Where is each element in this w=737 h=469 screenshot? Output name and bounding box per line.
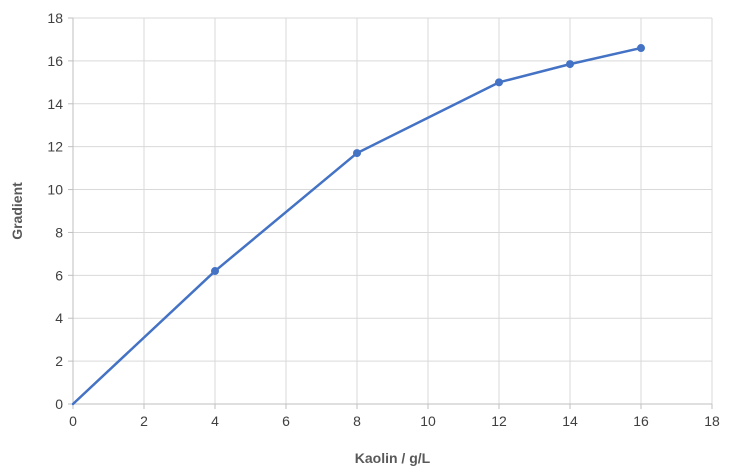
x-tick-label-6: 12 [491,413,507,429]
data-point-0-3 [495,78,503,87]
x-tick-label-4: 8 [353,413,361,429]
data-point-0-2 [353,149,361,158]
y-tick-label-7: 14 [47,96,63,112]
y-tick-label-6: 12 [47,139,63,155]
y-tick-label-9: 18 [47,10,63,26]
data-point-0-1 [211,267,219,276]
data-point-0-5 [637,44,645,53]
tick-labels: 0 2 4 6 8 10 12 14 16 18 0 2 4 6 8 10 12 14 16 18 [47,10,720,429]
x-tick-label-1: 2 [140,413,148,429]
x-tick-label-2: 4 [211,413,219,429]
y-tick-label-1: 2 [55,353,63,369]
x-tick-label-0: 0 [69,413,77,429]
y-axis-title: Gradient [9,182,25,240]
y-tick-label-2: 4 [55,310,63,326]
axes [68,17,713,409]
gridlines [73,17,713,404]
data-point-0-4 [566,60,574,69]
x-axis-title: Kaolin / g/L [355,450,431,466]
y-tick-label-8: 16 [47,53,63,69]
y-tick-label-5: 10 [47,182,63,198]
series-group [71,44,645,406]
x-tick-label-3: 6 [282,413,290,429]
x-tick-label-8: 16 [633,413,649,429]
y-tick-label-4: 8 [55,224,63,240]
y-tick-label-3: 6 [55,267,63,283]
x-tick-label-5: 10 [420,413,436,429]
x-tick-label-7: 14 [562,413,578,429]
x-tick-label-9: 18 [704,413,720,429]
series-line-0 [71,46,643,406]
y-tick-label-0: 0 [55,396,63,412]
